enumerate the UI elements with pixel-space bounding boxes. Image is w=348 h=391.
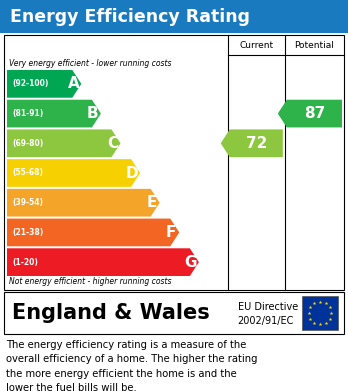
- Polygon shape: [7, 189, 160, 217]
- Text: 2002/91/EC: 2002/91/EC: [238, 316, 294, 326]
- Text: Very energy efficient - lower running costs: Very energy efficient - lower running co…: [9, 59, 172, 68]
- Text: (69-80): (69-80): [12, 139, 43, 148]
- Bar: [4, 292, 344, 334]
- Text: D: D: [126, 165, 139, 181]
- Bar: [0, 0, 348, 33]
- Text: (39-54): (39-54): [12, 198, 43, 207]
- Text: (81-91): (81-91): [12, 109, 43, 118]
- Text: 72: 72: [246, 136, 267, 151]
- Text: G: G: [185, 255, 197, 270]
- Text: (55-68): (55-68): [12, 169, 43, 178]
- Text: Energy Efficiency Rating: Energy Efficiency Rating: [10, 7, 250, 25]
- Text: The energy efficiency rating is a measure of the
overall efficiency of a home. T: The energy efficiency rating is a measur…: [6, 340, 258, 391]
- Text: 87: 87: [304, 106, 325, 121]
- Polygon shape: [7, 100, 101, 127]
- Text: Current: Current: [239, 41, 273, 50]
- Text: C: C: [107, 136, 118, 151]
- Text: E: E: [147, 195, 157, 210]
- Polygon shape: [221, 129, 283, 157]
- Text: Not energy efficient - higher running costs: Not energy efficient - higher running co…: [9, 278, 172, 287]
- Text: A: A: [68, 76, 79, 91]
- Text: EU Directive: EU Directive: [238, 302, 298, 312]
- Polygon shape: [7, 219, 179, 246]
- Bar: [302, 296, 338, 330]
- Polygon shape: [7, 70, 81, 98]
- Polygon shape: [7, 159, 140, 187]
- Text: (1-20): (1-20): [12, 258, 38, 267]
- Text: B: B: [87, 106, 99, 121]
- Polygon shape: [7, 129, 120, 157]
- Bar: [4, 35, 344, 290]
- Text: Potential: Potential: [294, 41, 334, 50]
- Text: F: F: [166, 225, 176, 240]
- Polygon shape: [278, 100, 342, 127]
- Text: England & Wales: England & Wales: [12, 303, 210, 323]
- Text: (21-38): (21-38): [12, 228, 43, 237]
- Text: (92-100): (92-100): [12, 79, 48, 88]
- Polygon shape: [7, 248, 199, 276]
